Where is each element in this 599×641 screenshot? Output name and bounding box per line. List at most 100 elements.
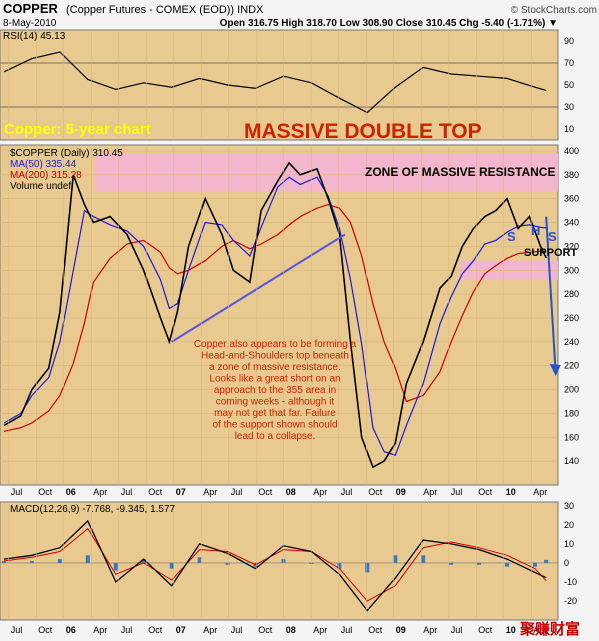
price-x-tick-label: Jul	[231, 487, 243, 497]
macd-histogram-bar	[393, 555, 398, 563]
price-x-tick-label: 08	[286, 487, 296, 497]
resistance-zone	[95, 153, 558, 192]
rsi-tick-label: 90	[564, 36, 574, 46]
price-legend-ma200: MA(200) 315.28	[10, 170, 82, 181]
price-x-tick-label: Apr	[203, 487, 217, 497]
macd-histogram-bar	[2, 561, 6, 563]
price-x-tick-label: Oct	[478, 487, 493, 497]
commentary-line: may not get that far. Failure	[214, 408, 336, 419]
axis-layer: 1401601802002202402602803003203403603804…	[8, 30, 579, 635]
macd-x-tick-label: 06	[66, 625, 76, 635]
commentary-line: Copper also appears to be forming a	[194, 339, 357, 350]
price-tick-label: 300	[564, 265, 579, 275]
macd-tick-label: 0	[564, 558, 569, 568]
commentary-text: Copper also appears to be forming aHead-…	[194, 339, 357, 442]
hs-s-left: S	[507, 229, 516, 244]
commentary-line: Looks like a great short on an	[209, 374, 340, 385]
price-tick-label: 220	[564, 361, 579, 371]
macd-tick-label: 20	[564, 520, 574, 530]
macd-x-tick-label: 09	[396, 625, 406, 635]
macd-histogram-bar	[281, 559, 286, 563]
price-panel	[0, 144, 559, 486]
commentary-line: Head-and-Shoulders top beneath	[201, 351, 349, 362]
price-x-tick-label: Apr	[93, 487, 107, 497]
price-tick-label: 160	[564, 432, 579, 442]
date-label: 8-May-2010	[3, 18, 57, 29]
hs-h: H	[531, 223, 540, 238]
resistance-zone-label: ZONE OF MASSIVE RESISTANCE	[365, 165, 555, 179]
macd-tick-label: -10	[564, 577, 577, 587]
commentary-line: a zone of massive resistance.	[209, 362, 341, 373]
macd-histogram-bar	[421, 555, 426, 563]
double-top-title: MASSIVE DOUBLE TOP	[244, 120, 482, 143]
macd-x-tick-label: Oct	[258, 625, 273, 635]
macd-x-tick-label: Oct	[38, 625, 53, 635]
macd-histogram-bar	[544, 559, 549, 563]
price-x-tick-label: 10	[506, 487, 516, 497]
commentary-line: lead to a collapse.	[235, 431, 316, 442]
macd-histogram-bar	[169, 562, 174, 569]
price-tick-label: 380	[564, 170, 579, 180]
price-legend-symbol: $COPPER (Daily) 310.45	[10, 148, 123, 159]
macd-histogram-bar	[365, 562, 370, 573]
price-x-tick-label: Oct	[148, 487, 163, 497]
uptrend-line	[171, 233, 346, 343]
price-x-tick-label: Oct	[368, 487, 383, 497]
price-x-tick-label: Jul	[11, 487, 23, 497]
forecast-arrow	[545, 216, 557, 375]
ma50-line	[3, 176, 547, 456]
macd-histogram-bar	[477, 562, 482, 565]
price-x-tick-label: Oct	[258, 487, 273, 497]
macd-histogram-bar	[57, 559, 62, 563]
macd-histogram-bar	[141, 559, 146, 563]
macd-panel	[0, 501, 559, 621]
price-x-tick-label: Apr	[313, 487, 327, 497]
macd-x-tick-label: Apr	[423, 625, 437, 635]
macd-histogram-bar	[85, 555, 90, 563]
macd-tick-label: -20	[564, 596, 577, 606]
macd-tick-label: 10	[564, 539, 574, 549]
price-x-tick-label: 09	[396, 487, 406, 497]
price-x-tick-label: Apr	[423, 487, 437, 497]
watermark-logo: 聚赚财富	[519, 620, 580, 638]
price-tick-label: 260	[564, 313, 579, 323]
macd-x-tick-label: Jul	[451, 625, 463, 635]
macd-x-tick-label: Apr	[533, 625, 547, 635]
five-year-label: Copper: 5-year chart	[4, 121, 151, 138]
price-tick-label: 180	[564, 408, 579, 418]
price-tick-label: 280	[564, 289, 579, 299]
macd-x-tick-label: Oct	[368, 625, 383, 635]
macd-x-tick-label: 08	[286, 625, 296, 635]
symbol-title: COPPER	[3, 1, 59, 16]
macd-histogram-bar	[197, 557, 202, 563]
macd-x-tick-label: Jul	[231, 625, 243, 635]
macd-x-tick-label: Jul	[11, 625, 23, 635]
macd-histogram-bar	[225, 562, 230, 565]
price-tick-label: 200	[564, 385, 579, 395]
price-x-tick-label: Jul	[451, 487, 463, 497]
hs-s-right: S	[548, 229, 557, 244]
price-tick-label: 400	[564, 146, 579, 156]
ohlc-line: Open 316.75 High 318.70 Low 308.90 Close…	[220, 18, 558, 29]
price-x-tick-label: 07	[176, 487, 186, 497]
macd-x-tick-label: Jul	[121, 625, 133, 635]
rsi-label: RSI(14) 45.13	[3, 31, 66, 42]
price-tick-label: 320	[564, 241, 579, 251]
price-tick-label: 240	[564, 337, 579, 347]
ma200-line	[3, 203, 547, 432]
price-tick-label: 340	[564, 218, 579, 228]
macd-x-tick-label: Oct	[478, 625, 493, 635]
rsi-tick-label: 30	[564, 102, 574, 112]
price-x-tick-label: Jul	[121, 487, 133, 497]
macd-x-tick-label: Apr	[313, 625, 327, 635]
macd-x-tick-label: Jul	[341, 625, 353, 635]
price-legend-volume: Volume undef	[10, 181, 71, 192]
macd-x-tick-label: Apr	[93, 625, 107, 635]
price-x-tick-label: 06	[66, 487, 76, 497]
macd-x-tick-label: 07	[176, 625, 186, 635]
commentary-line: of the support shown should	[212, 420, 337, 431]
macd-histogram-bar	[29, 561, 34, 563]
commentary-line: coming weeks - although it	[216, 397, 335, 408]
price-x-tick-label: Apr	[533, 487, 547, 497]
